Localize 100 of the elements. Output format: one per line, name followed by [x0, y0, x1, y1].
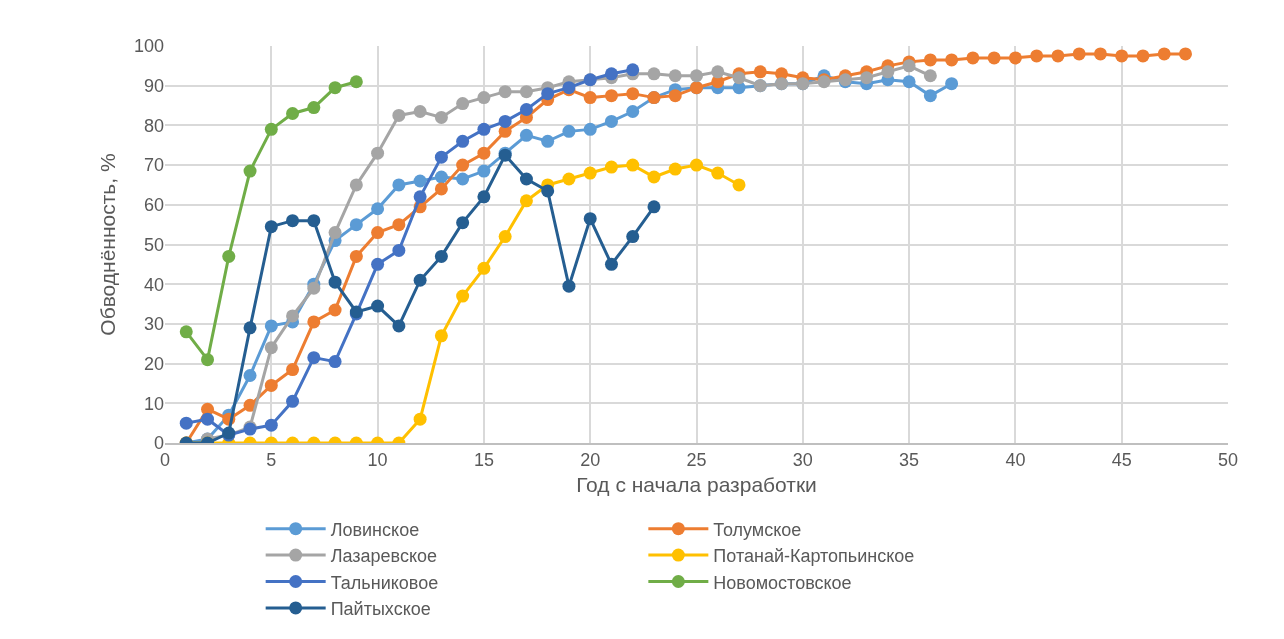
point [1072, 47, 1086, 61]
point [626, 105, 640, 118]
point [243, 164, 257, 178]
point [647, 170, 661, 184]
y-tick-label: 30 [143, 314, 164, 335]
point [286, 363, 300, 377]
point [626, 63, 640, 77]
point [201, 412, 215, 426]
point [264, 220, 278, 234]
point [711, 166, 725, 180]
y-tick-label: 40 [143, 274, 164, 295]
point [966, 51, 980, 65]
point [562, 124, 576, 138]
point [434, 150, 448, 164]
point [328, 303, 342, 317]
point [392, 108, 406, 122]
point [541, 184, 555, 198]
point [690, 69, 703, 83]
point [626, 230, 640, 244]
point [732, 178, 746, 192]
point [477, 261, 491, 275]
y-tick-label: 50 [143, 234, 164, 255]
point [923, 89, 937, 103]
point [456, 134, 470, 148]
point [328, 81, 342, 95]
point [583, 122, 597, 136]
point [498, 85, 512, 99]
point [477, 190, 491, 204]
point [541, 134, 555, 148]
x-tick-label: 40 [1005, 450, 1026, 471]
point [477, 122, 491, 136]
point [371, 202, 385, 216]
legend-label: Новомостовское [713, 572, 852, 593]
point [583, 166, 597, 180]
x-tick-label: 50 [1217, 450, 1239, 471]
point [626, 87, 640, 101]
point [264, 341, 278, 355]
point [647, 67, 661, 81]
legend-label: Пайтыхское [330, 598, 431, 619]
point [286, 394, 300, 408]
y-tick-label: 90 [143, 76, 164, 96]
point [456, 172, 470, 186]
legend-label: Потанай-Картопьинское [713, 546, 915, 567]
point [668, 162, 682, 176]
point [923, 53, 937, 67]
point [371, 146, 385, 160]
point [945, 77, 959, 91]
point [626, 158, 640, 172]
x-tick-label: 20 [580, 450, 601, 471]
point [307, 101, 321, 115]
point [349, 178, 363, 192]
point [328, 226, 342, 240]
point [519, 172, 533, 186]
point [222, 249, 236, 263]
point [1051, 49, 1065, 63]
point [604, 89, 618, 103]
point [179, 416, 193, 430]
point [434, 170, 448, 184]
point [264, 378, 278, 392]
point [604, 114, 618, 128]
point [392, 319, 406, 333]
point [264, 319, 278, 333]
point [519, 103, 533, 117]
point [456, 216, 470, 230]
point [307, 351, 321, 365]
point [392, 243, 406, 257]
point [328, 275, 342, 289]
point [371, 257, 385, 271]
point [583, 212, 597, 226]
point [477, 164, 491, 178]
point [541, 87, 555, 101]
point [434, 110, 448, 124]
point [286, 106, 300, 120]
point [498, 230, 512, 244]
x-tick-label: 25 [686, 450, 707, 471]
point [328, 355, 342, 369]
x-tick-label: 5 [266, 450, 277, 471]
point [562, 279, 576, 293]
legend-label: Лазаревское [330, 546, 438, 567]
point [1157, 47, 1171, 61]
point [498, 114, 512, 128]
point [307, 214, 321, 228]
point [519, 85, 533, 99]
point [413, 412, 427, 426]
point [519, 194, 533, 208]
point [179, 325, 193, 339]
point [201, 353, 215, 367]
y-tick-label: 70 [143, 155, 164, 176]
point [413, 105, 427, 118]
point [413, 174, 427, 188]
point [562, 172, 576, 186]
legend-label: Ловинское [330, 519, 420, 540]
y-tick-label: 10 [143, 393, 164, 414]
point [690, 158, 703, 172]
point [1115, 49, 1129, 63]
point [1093, 47, 1107, 61]
x-tick-label: 45 [1111, 450, 1132, 471]
point [307, 281, 321, 295]
point [349, 75, 363, 89]
point [243, 321, 257, 335]
